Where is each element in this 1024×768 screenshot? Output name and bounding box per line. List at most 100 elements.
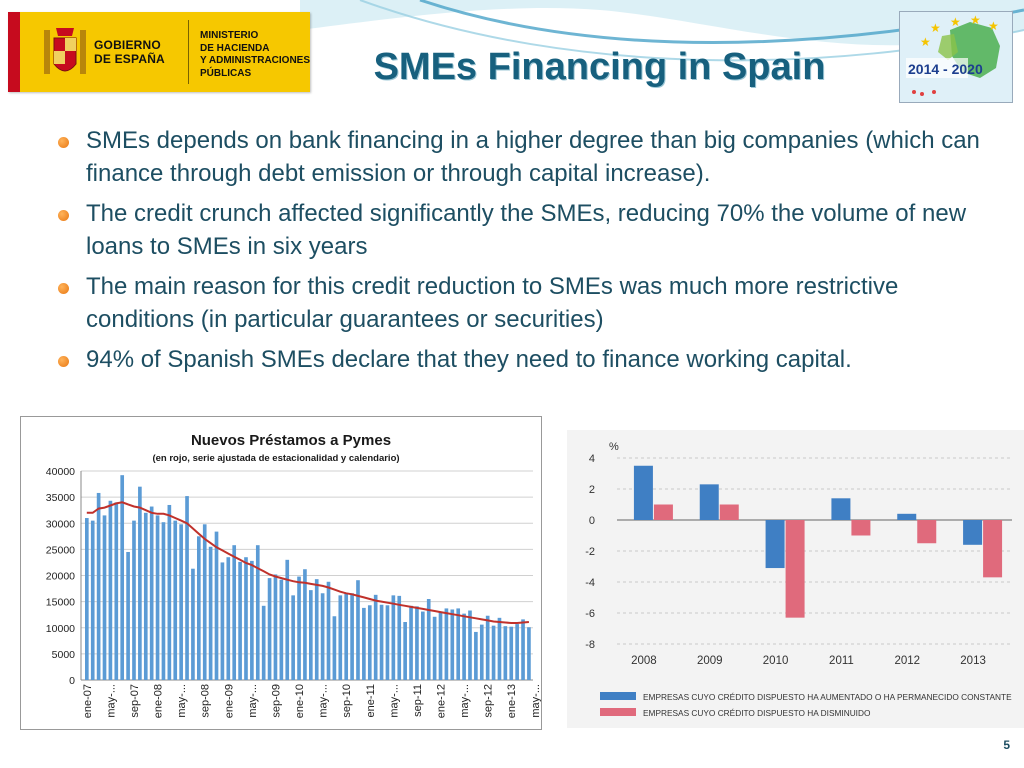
chart2-y-tick-label: -2 — [585, 546, 595, 558]
chart2-unit-label: % — [609, 441, 619, 453]
svg-text:2014 - 2020: 2014 - 2020 — [908, 61, 983, 77]
chart1-bar — [202, 524, 207, 680]
chart1-bar — [255, 545, 260, 680]
chart2-bar — [831, 498, 851, 520]
chart1-bar — [309, 590, 313, 680]
chart1-bar — [161, 522, 166, 680]
bullet-dot-icon — [58, 283, 69, 294]
chart2-legend-swatch — [600, 708, 636, 716]
chart1-x-tick-label: sep-08 — [200, 684, 212, 718]
chart1-y-tick-label: 20000 — [46, 571, 75, 583]
bullet-list: SMEs depends on bank financing in a high… — [48, 124, 1008, 383]
svg-text:★: ★ — [950, 15, 961, 29]
government-name: GOBIERNO DE ESPAÑA — [94, 38, 165, 66]
bullet-item: The credit crunch affected significantly… — [48, 197, 1008, 263]
chart2-bar — [851, 520, 871, 536]
chart1-bar — [450, 609, 455, 680]
chart1-bar — [350, 593, 354, 680]
chart1-bar — [474, 631, 478, 680]
chart1-x-tick-label: may-... — [530, 684, 541, 718]
chart1-y-tick-label: 10000 — [46, 623, 75, 635]
chart1-bar — [191, 568, 195, 680]
slide-title: SMEs Financing in Spain — [373, 46, 826, 88]
page-number: 5 — [1003, 738, 1010, 752]
credit-change-chart: % 4 2 0 -2 -4 -6 -8 2008 2009 2010 2011 2012 2013 E… — [567, 430, 1024, 728]
chart2-x-tick-label: 2013 — [960, 655, 986, 667]
chart1-bar — [155, 515, 160, 680]
svg-text:★: ★ — [920, 35, 931, 49]
chart1-bar — [261, 605, 266, 680]
chart1-bar — [96, 492, 101, 680]
new-sme-loans-chart-svg: Nuevos Préstamos a Pymes (en rojo, serie… — [46, 432, 542, 718]
chart1-x-tick-label: sep-11 — [412, 684, 424, 717]
chart1-x-tick-label: may-... — [247, 684, 259, 718]
chart1-bar — [197, 536, 201, 680]
chart1-x-tick-label: ene-11 — [365, 684, 377, 717]
chart2-y-tick-label: 2 — [589, 484, 595, 496]
chart1-bar — [314, 579, 319, 680]
chart1-bar — [303, 569, 307, 680]
chart2-y-tick-label: -4 — [585, 577, 595, 589]
chart2-bar — [653, 504, 673, 520]
chart1-bar — [120, 475, 125, 680]
svg-text:★: ★ — [930, 21, 941, 35]
chart1-y-tick-label: 40000 — [46, 466, 75, 478]
chart2-bar — [983, 520, 1003, 578]
bullet-item: 94% of Spanish SMEs declare that they ne… — [48, 343, 1008, 376]
chart2-bar — [699, 484, 719, 520]
chart1-bar — [462, 613, 466, 680]
chart1-bar — [367, 605, 372, 680]
chart1-bar — [291, 595, 295, 680]
chart1-x-tick-label: may-... — [388, 684, 400, 718]
bullet-dot-icon — [58, 137, 69, 148]
bullet-item: SMEs depends on bank financing in a high… — [48, 124, 1008, 190]
chart1-y-tick-label: 30000 — [46, 518, 75, 530]
chart1-bar — [391, 595, 396, 680]
chart1-bar — [138, 486, 142, 680]
chart1-bar — [226, 557, 231, 680]
chart1-bar — [279, 579, 284, 680]
chart2-x-tick-label: 2008 — [631, 655, 657, 667]
chart1-bar — [362, 607, 366, 680]
chart1-bar — [90, 520, 95, 680]
chart1-bar — [108, 500, 113, 680]
new-sme-loans-chart: Nuevos Préstamos a Pymes (en rojo, serie… — [20, 416, 542, 730]
chart2-bar — [633, 465, 653, 520]
chart1-bar — [220, 562, 225, 680]
credit-change-chart-svg: % 4 2 0 -2 -4 -6 -8 2008 2009 2010 2011 2012 2013 E… — [585, 441, 1012, 718]
chart2-bar — [963, 520, 983, 545]
chart1-bar — [326, 581, 331, 680]
chart1-bar — [250, 560, 254, 680]
chart1-bar — [438, 612, 443, 680]
chart1-bar — [332, 616, 337, 680]
spain-flag-strip — [8, 12, 38, 92]
chart1-x-tick-label: sep-10 — [341, 684, 353, 718]
chart2-x-tick-label: 2009 — [697, 655, 723, 667]
chart1-y-tick-label: 0 — [69, 675, 75, 687]
chart2-y-tick-label: -8 — [585, 639, 595, 651]
chart1-y-tick-label: 15000 — [46, 597, 75, 609]
chart1-bar — [497, 617, 502, 680]
chart1-bar — [244, 557, 248, 680]
chart1-bar — [527, 627, 531, 680]
chart1-bar — [479, 624, 484, 680]
svg-text:★: ★ — [970, 13, 981, 27]
chart1-bar — [232, 545, 237, 680]
chart2-legend-swatch — [600, 692, 636, 700]
chart1-x-tick-label: may-... — [105, 684, 117, 718]
chart1-bar — [509, 626, 514, 680]
chart1-bar — [515, 624, 519, 680]
government-logo: GOBIERNO DE ESPAÑA MINISTERIO DE HACIEND… — [8, 12, 310, 92]
chart1-bar — [456, 608, 461, 680]
chart1-bar — [485, 615, 490, 680]
logo-divider — [188, 20, 189, 84]
chart1-bar — [421, 611, 425, 680]
chart1-bar — [273, 574, 278, 680]
chart1-x-tick-label: ene-13 — [506, 684, 518, 718]
chart1-x-tick-label: ene-07 — [82, 684, 94, 718]
chart1-subtitle: (en rojo, serie ajustada de estacionalid… — [152, 453, 399, 464]
chart1-x-tick-label: ene-12 — [436, 684, 448, 718]
chart1-y-tick-label: 25000 — [46, 544, 75, 556]
chart1-bar — [179, 524, 183, 680]
chart2-x-tick-label: 2012 — [894, 655, 920, 667]
